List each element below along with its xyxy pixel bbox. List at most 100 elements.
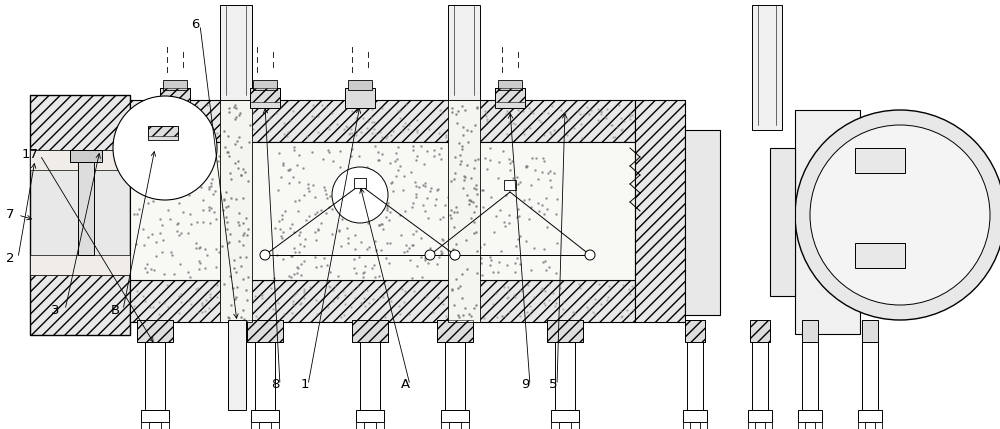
Point <box>478 109 494 116</box>
Point <box>510 205 526 212</box>
Point <box>171 160 187 167</box>
Point <box>202 219 218 226</box>
Point <box>392 212 408 219</box>
Point <box>444 286 460 293</box>
Point <box>156 300 172 307</box>
Point <box>334 215 350 222</box>
Point <box>166 134 182 141</box>
Point <box>140 200 156 207</box>
Point <box>354 299 370 306</box>
Point <box>475 204 491 211</box>
Point <box>351 191 367 198</box>
Point <box>459 191 475 198</box>
Point <box>536 157 552 164</box>
Point <box>310 227 326 234</box>
Point <box>442 156 458 163</box>
Point <box>194 309 210 316</box>
Point <box>224 129 240 136</box>
Point <box>180 112 196 119</box>
Point <box>275 162 291 169</box>
Point <box>587 295 603 302</box>
Bar <box>441 410 469 422</box>
Point <box>220 239 236 246</box>
Point <box>461 163 477 170</box>
Point <box>327 283 343 290</box>
Point <box>397 208 413 215</box>
Point <box>284 220 300 227</box>
Point <box>590 106 606 112</box>
Point <box>129 211 145 218</box>
Point <box>202 291 218 298</box>
Point <box>507 294 523 301</box>
Point <box>366 197 382 204</box>
Point <box>325 287 341 293</box>
Bar <box>356 422 364 429</box>
Point <box>313 263 329 269</box>
Point <box>351 254 367 261</box>
Point <box>395 187 411 193</box>
Point <box>450 108 466 115</box>
Point <box>428 196 444 202</box>
Point <box>531 117 547 124</box>
Bar <box>228 342 246 407</box>
Point <box>300 181 316 188</box>
Point <box>470 156 486 163</box>
Point <box>353 300 369 307</box>
Point <box>368 246 384 253</box>
Point <box>206 208 222 215</box>
Point <box>371 272 387 279</box>
Point <box>512 312 528 319</box>
Point <box>379 240 395 247</box>
Bar <box>798 422 805 429</box>
Point <box>597 113 613 120</box>
Point <box>285 300 301 307</box>
Point <box>538 195 554 202</box>
Point <box>516 131 532 138</box>
Point <box>271 150 287 157</box>
Point <box>142 161 158 168</box>
Point <box>197 308 213 314</box>
Point <box>408 194 424 201</box>
Point <box>181 191 197 198</box>
Point <box>335 288 351 295</box>
Point <box>338 183 354 190</box>
Point <box>457 174 473 181</box>
Point <box>530 199 546 206</box>
Circle shape <box>260 250 270 260</box>
Point <box>331 228 347 235</box>
Point <box>155 114 171 121</box>
Point <box>214 243 230 250</box>
Point <box>287 197 303 204</box>
Point <box>474 187 490 193</box>
Point <box>135 226 151 233</box>
Point <box>295 165 311 172</box>
Point <box>375 226 391 233</box>
Point <box>344 130 360 136</box>
Point <box>170 145 186 152</box>
Point <box>471 184 487 191</box>
Bar <box>547 320 583 342</box>
Point <box>218 188 234 195</box>
Point <box>374 133 390 140</box>
Bar <box>250 88 280 102</box>
Point <box>498 192 514 199</box>
Point <box>413 142 429 149</box>
Point <box>324 109 340 116</box>
Point <box>367 274 383 281</box>
Point <box>146 266 162 273</box>
Point <box>360 118 376 124</box>
Bar <box>148 126 178 136</box>
Point <box>591 281 607 287</box>
Point <box>452 282 468 289</box>
Point <box>451 192 467 199</box>
Point <box>523 266 539 273</box>
Point <box>466 165 482 172</box>
Point <box>218 265 234 272</box>
Circle shape <box>113 96 217 200</box>
Point <box>201 185 217 192</box>
Point <box>468 228 484 235</box>
Point <box>466 209 482 216</box>
Point <box>429 187 445 193</box>
Point <box>476 241 492 248</box>
Point <box>540 169 556 176</box>
